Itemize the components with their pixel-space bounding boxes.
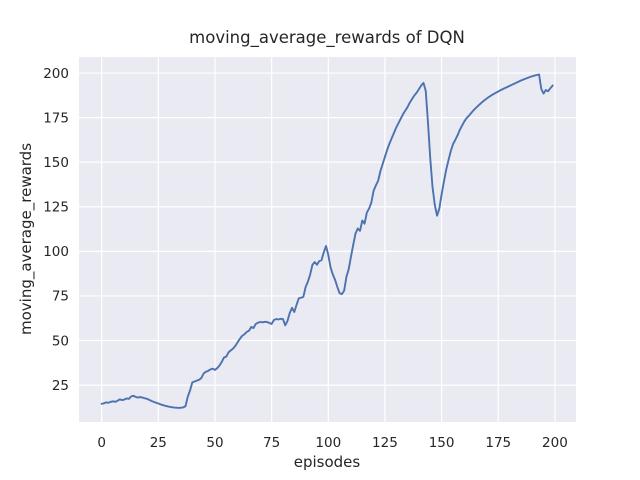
y-tick-label-50: 50 [52, 333, 69, 349]
y-tick-label-25: 25 [52, 378, 69, 394]
x-tick-label-50: 50 [206, 435, 223, 451]
y-tick-label-200: 200 [43, 66, 69, 82]
chart-title: moving_average_rewards of DQN [189, 28, 465, 48]
x-tick-label-75: 75 [263, 435, 280, 451]
y-tick-label-125: 125 [43, 200, 69, 216]
x-tick-label-150: 150 [429, 435, 455, 451]
y-axis-label: moving_average_rewards [17, 143, 36, 335]
plot-area [79, 57, 576, 422]
series-layer [100, 73, 554, 409]
y-tick-label-150: 150 [43, 155, 69, 171]
x-tick-label-100: 100 [315, 435, 341, 451]
y-tick-label-100: 100 [43, 244, 69, 260]
x-axis-label: episodes [294, 453, 361, 471]
series-line-0 [100, 73, 554, 409]
x-tick-label-125: 125 [372, 435, 398, 451]
x-tick-label-200: 200 [542, 435, 568, 451]
y-tick-label-75: 75 [52, 289, 69, 305]
plot-background-layer [79, 57, 576, 422]
x-tick-label-175: 175 [485, 435, 511, 451]
y-tick-label-175: 175 [43, 110, 69, 126]
tick-labels-layer: 0 25 50 75 100 125 150 175 200 25 50 75 100 125 150 175… [43, 66, 568, 451]
x-tick-label-0: 0 [97, 435, 106, 451]
x-tick-label-25: 25 [150, 435, 167, 451]
